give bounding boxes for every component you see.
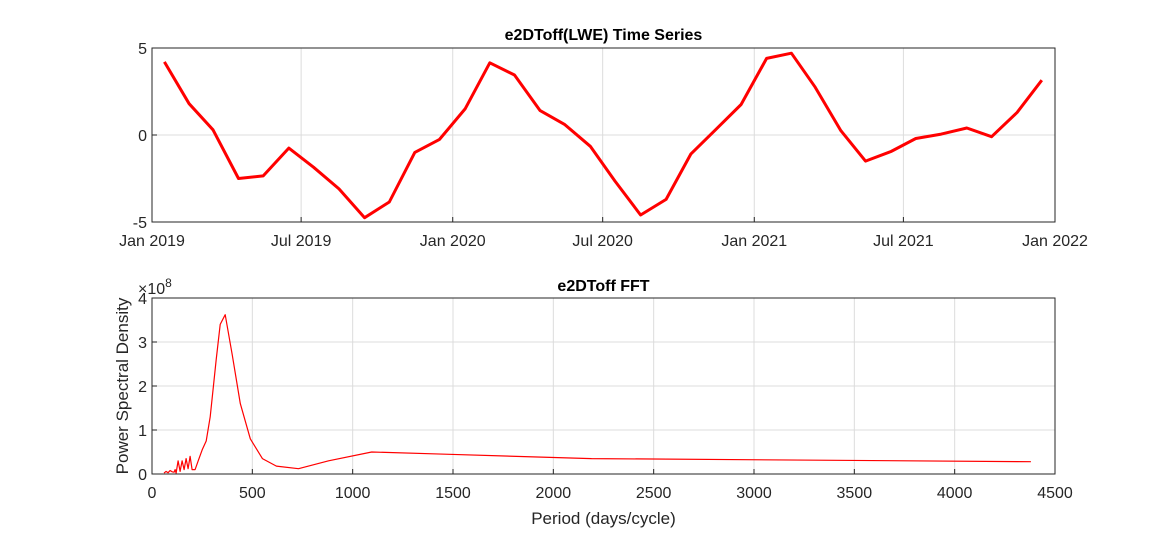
fft-x-tick-label: 0 xyxy=(148,485,157,502)
time-series-ticks: Jan 2019 Jul 2019 Jan 2020 Jul 2020 Jan 2021… xyxy=(119,41,1088,250)
fft-x-tick-label: 3000 xyxy=(736,485,772,502)
fft-ticks: 0 500 1000 1500 2000 2500 3000 3500 4000 4500 0 1 2 3… xyxy=(138,291,1073,502)
time-series-x-tick-label: Jan 2021 xyxy=(721,233,787,250)
fft-y-exponent-power: 8 xyxy=(165,276,172,290)
fft-x-tick-label: 2500 xyxy=(636,485,672,502)
fft-chart: 0 500 1000 1500 2000 2500 3000 3500 4000 4500 0 1 2 3… xyxy=(113,276,1073,528)
fft-x-tick-label: 1000 xyxy=(335,485,371,502)
time-series-x-tick-label: Jul 2019 xyxy=(271,233,332,250)
fft-y-exponent-base: ×10 xyxy=(138,281,165,298)
fft-title: e2DToff FFT xyxy=(557,278,649,295)
time-series-x-tick-label: Jul 2020 xyxy=(572,233,633,250)
fft-grid xyxy=(151,297,1056,475)
fft-y-exponent: ×108 xyxy=(138,276,172,298)
time-series-x-tick-label: Jan 2019 xyxy=(119,233,185,250)
fft-x-tick-label: 4000 xyxy=(937,485,973,502)
time-series-y-tick-label: 0 xyxy=(138,128,147,145)
time-series-title: e2DToff(LWE) Time Series xyxy=(505,27,703,44)
time-series-y-tick-label: -5 xyxy=(133,215,147,232)
fft-x-tick-label: 2000 xyxy=(536,485,572,502)
fft-y-tick-label: 1 xyxy=(138,423,147,440)
time-series-x-tick-label: Jul 2021 xyxy=(873,233,934,250)
time-series-chart: Jan 2019 Jul 2019 Jan 2020 Jul 2020 Jan 2021… xyxy=(119,27,1088,250)
time-series-grid xyxy=(151,47,1056,223)
fft-y-axis-label: Power Spectral Density xyxy=(113,297,132,474)
time-series-x-tick-label: Jan 2022 xyxy=(1022,233,1088,250)
fft-y-tick-label: 3 xyxy=(138,335,147,352)
time-series-line xyxy=(163,51,1043,220)
fft-x-tick-label: 1500 xyxy=(435,485,471,502)
fft-y-tick-label: 0 xyxy=(138,467,147,484)
fft-x-axis-label: Period (days/cycle) xyxy=(531,509,676,528)
time-series-x-tick-label: Jan 2020 xyxy=(420,233,486,250)
fft-x-tick-label: 4500 xyxy=(1037,485,1073,502)
time-series-y-tick-label: 5 xyxy=(138,41,147,58)
fft-x-tick-label: 3500 xyxy=(837,485,873,502)
fft-y-tick-label: 4 xyxy=(138,291,147,308)
fft-y-tick-label: 2 xyxy=(138,379,147,396)
fft-line xyxy=(163,314,1031,474)
fft-x-tick-label: 500 xyxy=(239,485,266,502)
